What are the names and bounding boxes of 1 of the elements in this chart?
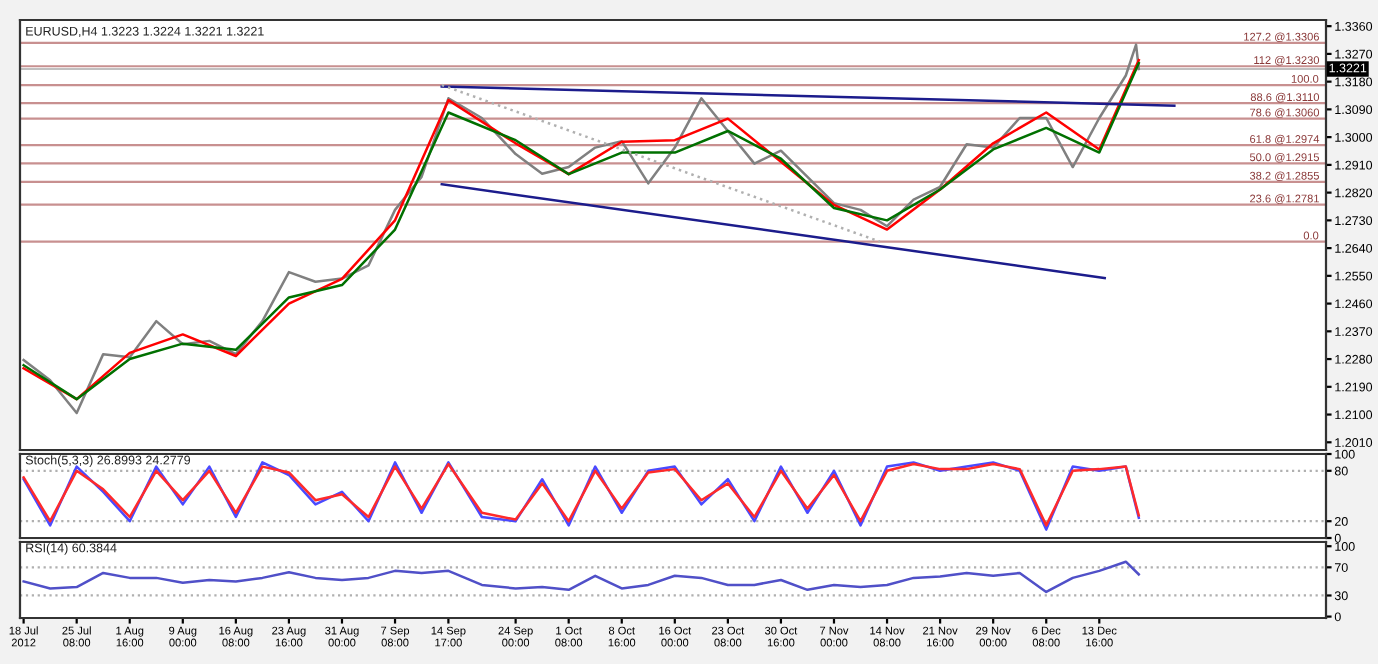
line-series: [22, 560, 1141, 594]
